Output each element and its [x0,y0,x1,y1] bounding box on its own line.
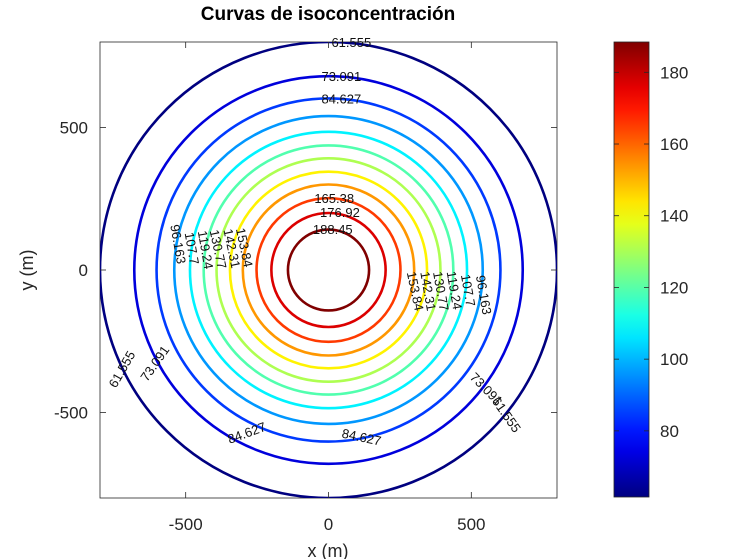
contour-level-2 [155,97,502,443]
contour-level-8 [241,183,416,357]
contour-level-7 [228,170,429,370]
contour-label: 107.7 [182,231,202,266]
y-axis-label: y (m) [17,250,37,291]
y-tick-label: 0 [79,261,88,280]
contour-label: 130.77 [430,270,452,312]
y-axis-ticks: -500 0 500 [54,119,557,423]
x-tick-label: 500 [457,515,485,534]
colorbar-tick-label: 100 [660,350,688,369]
x-axis-ticks: -500 0 500 [169,42,486,534]
contour-label: 61.555 [331,35,371,50]
contour-level-3 [172,114,485,426]
contour-label: 107.7 [458,273,478,308]
colorbar-frame [613,41,650,498]
contour-level-1 [132,74,525,466]
colorbar [614,42,649,497]
y-tick-label: 500 [60,119,88,138]
contour-label: 119.24 [195,229,217,270]
contour-label: 96.163 [473,274,495,316]
contour-lines [100,42,557,498]
contour-label: 84.627 [321,91,361,106]
colorbar-tick-label: 180 [660,63,688,82]
contour-level-4 [188,130,469,410]
colorbar-tick-label: 140 [660,207,688,226]
contour-label: 165.38 [314,191,354,206]
chart-title: Curvas de isoconcentración [201,4,455,25]
x-tick-label: 0 [324,515,333,534]
contour-label: 176.92 [320,205,360,220]
contour-level-10 [270,211,387,329]
colorbar-tick-label: 160 [660,135,688,154]
x-axis-label: x (m) [308,541,349,559]
y-tick-label: -500 [54,404,88,423]
contour-label: 96.163 [167,223,189,265]
plot-area [99,41,558,499]
contour-level-5 [202,144,455,396]
contour-label: 73.091 [321,69,361,84]
contour-level-11 [286,228,371,312]
colorbar-tick-label: 80 [660,422,679,441]
x-tick-label: -500 [169,515,203,534]
colorbar-ticks: 80 100 120 140 160 180 [614,63,688,441]
contour-label: 119.24 [444,270,466,311]
colorbar-tick-label: 120 [660,278,688,297]
contour-label: 188.45 [313,222,353,237]
contour-level-9 [255,196,402,344]
contour-label: 142.31 [417,270,439,312]
contour-level-6 [215,156,442,384]
